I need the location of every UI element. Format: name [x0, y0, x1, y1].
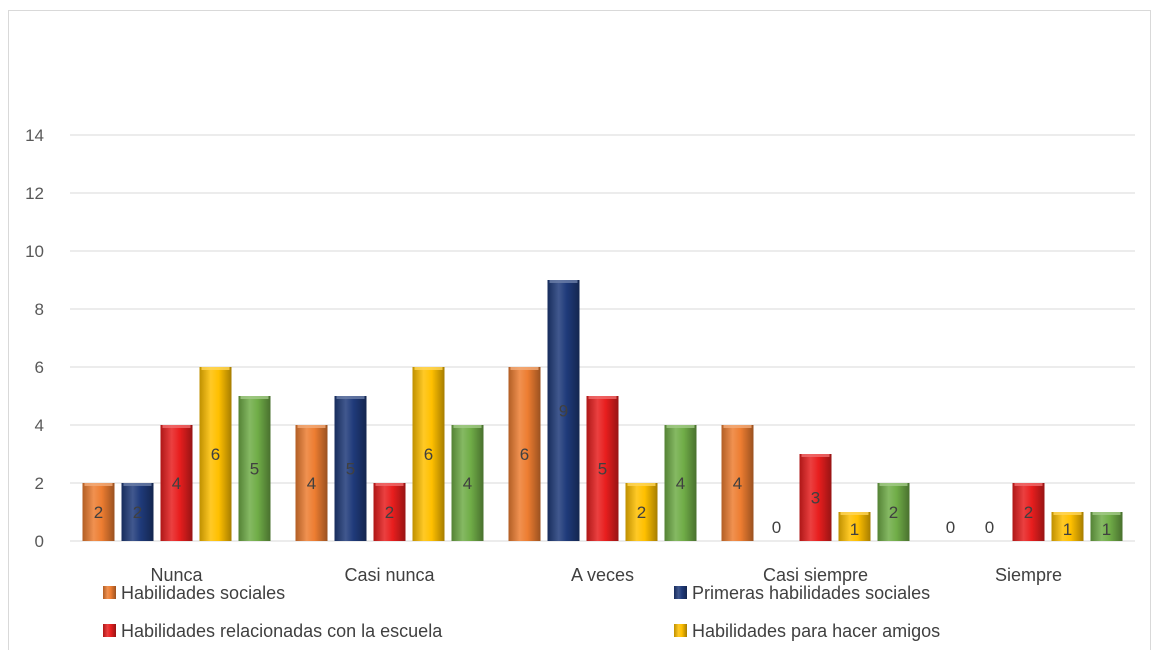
data-label: 2 — [889, 503, 898, 522]
data-label: 4 — [172, 474, 181, 493]
x-tick-label: Casi siempre — [763, 565, 868, 585]
y-tick-label: 12 — [25, 184, 44, 203]
y-tick-label: 4 — [35, 416, 44, 435]
data-label: 1 — [1063, 520, 1072, 539]
bar-top-highlight — [201, 367, 230, 370]
data-label: 2 — [133, 503, 142, 522]
bar — [799, 454, 832, 541]
data-label: 0 — [946, 518, 955, 537]
data-label: 4 — [733, 474, 742, 493]
legend-label: Habilidades sociales — [121, 583, 285, 603]
bar — [838, 512, 871, 541]
bar — [1090, 512, 1123, 541]
bar-top-highlight — [453, 425, 482, 428]
bar-top-highlight — [123, 483, 152, 486]
bar — [625, 483, 658, 541]
bar-top-highlight — [1014, 483, 1043, 486]
bar-top-highlight — [240, 396, 269, 399]
bar — [586, 396, 619, 541]
bar — [160, 425, 193, 541]
data-label: 1 — [1102, 520, 1111, 539]
bar-top-highlight — [1092, 512, 1121, 515]
data-label: 1 — [850, 520, 859, 539]
data-label: 6 — [211, 445, 220, 464]
bar — [373, 483, 406, 541]
bar-top-highlight — [162, 425, 191, 428]
bar — [121, 483, 154, 541]
data-label: 2 — [637, 503, 646, 522]
y-tick-label: 0 — [35, 532, 44, 551]
bar — [1051, 512, 1084, 541]
y-tick-label: 10 — [25, 242, 44, 261]
data-label: 2 — [94, 503, 103, 522]
bar — [199, 367, 232, 541]
data-label: 3 — [811, 489, 820, 508]
bar — [451, 425, 484, 541]
data-label: 6 — [520, 445, 529, 464]
bar-top-highlight — [1053, 512, 1082, 515]
bar-top-highlight — [549, 280, 578, 283]
y-tick-label: 8 — [35, 300, 44, 319]
x-tick-label: Nunca — [150, 565, 203, 585]
bar-top-highlight — [297, 425, 326, 428]
data-label: 6 — [424, 445, 433, 464]
y-tick-label: 6 — [35, 358, 44, 377]
x-tick-label: Casi nunca — [344, 565, 435, 585]
bar-top-highlight — [879, 483, 908, 486]
bar-top-highlight — [510, 367, 539, 370]
bar — [877, 483, 910, 541]
y-tick-label: 2 — [35, 474, 44, 493]
bar-top-highlight — [84, 483, 113, 486]
bar-top-highlight — [840, 512, 869, 515]
bar-top-highlight — [666, 425, 695, 428]
bar — [664, 425, 697, 541]
bar-top-highlight — [723, 425, 752, 428]
bar-top-highlight — [627, 483, 656, 486]
legend-swatch — [674, 586, 687, 599]
bar — [508, 367, 541, 541]
legend-swatch — [674, 624, 687, 637]
data-label: 5 — [346, 460, 355, 479]
bar-top-highlight — [588, 396, 617, 399]
bar-top-highlight — [414, 367, 443, 370]
data-label: 0 — [985, 518, 994, 537]
legend-label: Habilidades relacionadas con la escuela — [121, 621, 443, 641]
data-label: 2 — [1024, 503, 1033, 522]
bar — [412, 367, 445, 541]
data-label: 5 — [250, 460, 259, 479]
bar — [238, 396, 271, 541]
bar — [295, 425, 328, 541]
bar — [82, 483, 115, 541]
bar-top-highlight — [336, 396, 365, 399]
bar — [547, 280, 580, 541]
legend-swatch — [103, 586, 116, 599]
bar-top-highlight — [801, 454, 830, 457]
bar — [721, 425, 754, 541]
y-tick-label: 14 — [25, 126, 44, 145]
x-tick-label: Siempre — [995, 565, 1062, 585]
data-label: 4 — [463, 474, 472, 493]
data-label: 0 — [772, 518, 781, 537]
data-label: 4 — [307, 474, 316, 493]
legend-label: Primeras habilidades sociales — [692, 583, 930, 603]
data-label: 4 — [676, 474, 685, 493]
bar — [334, 396, 367, 541]
data-label: 5 — [598, 460, 607, 479]
bar-top-highlight — [375, 483, 404, 486]
bar — [1012, 483, 1045, 541]
x-tick-label: A veces — [571, 565, 634, 585]
legend-swatch — [103, 624, 116, 637]
legend-label: Habilidades para hacer amigos — [692, 621, 940, 641]
data-label: 2 — [385, 503, 394, 522]
data-label: 9 — [559, 402, 568, 421]
